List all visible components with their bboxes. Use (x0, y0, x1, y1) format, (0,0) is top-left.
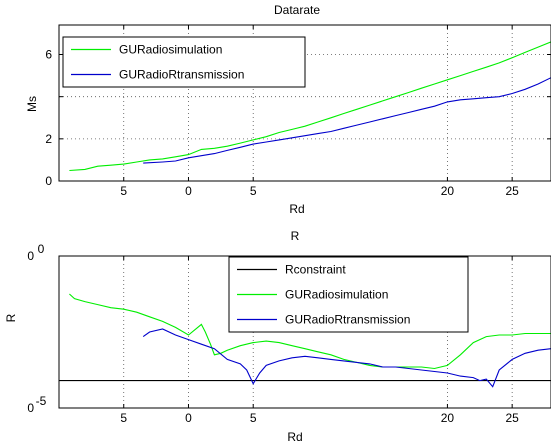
datarate-legend-label-guradiosimulation: GURadiosimulation (119, 43, 222, 57)
datarate-ytick-label: 2 (45, 132, 52, 146)
datarate-series (69, 41, 551, 172)
r-series-guradiortransmission (142, 328, 551, 388)
r-ylabel: R (4, 313, 18, 322)
r-xtick-label: 20 (441, 411, 455, 425)
datarate-xtick-label: 25 (505, 184, 519, 198)
datarate-axes-box (58, 24, 551, 182)
datarate-xtick-label: 5 (250, 184, 257, 198)
r-chart: R Rd R 5 0 5 20 250 00 -5 RconstraintGURadiosi… (4, 229, 551, 444)
datarate-xtick-label: 0 (185, 184, 192, 198)
r-legend-label-rconstraint: Rconstraint (285, 263, 346, 277)
datarate-chart: Datarate Rd Ms 5 0 5 20 25 0 2 6 GURadiosimulat… (25, 3, 551, 216)
r-title: R (291, 229, 300, 243)
r-ytick-exponent: -5 (36, 394, 47, 408)
r-xtick-label: 5 (250, 411, 257, 425)
datarate-ytick-label: 6 (45, 48, 52, 62)
r-xtick-label: 25 (505, 411, 519, 425)
datarate-legend-label-guradiortransmission: GURadioRtransmission (119, 68, 244, 82)
datarate-ytick-label: 0 (45, 174, 52, 188)
r-legend: Rconstraint GURadiosimulation GURadioRtran… (228, 256, 469, 333)
r-xtick-label: 0 (185, 411, 192, 425)
datarate-xlabel: Rd (289, 202, 304, 216)
r-ytick-label: 0 (27, 401, 34, 415)
datarate-legend: GURadiosimulation GURadioRtransmission (62, 36, 306, 88)
datarate-legend-box (62, 36, 306, 88)
r-ticks: 5 0 5 20 250 00 -5 (27, 242, 519, 425)
r-series-guradiosimulation (69, 293, 551, 370)
r-ytick-exponent: 0 (38, 242, 45, 256)
datarate-series-guradiosimulation (69, 41, 551, 172)
r-legend-label-guradiortransmission: GURadioRtransmission (285, 313, 410, 327)
r-ytick-label: 0 (27, 249, 34, 263)
r-xlabel: Rd (287, 430, 302, 444)
datarate-xtick-label: 5 (120, 184, 127, 198)
datarate-ylabel: Ms (25, 96, 39, 112)
datarate-title: Datarate (274, 3, 320, 17)
datarate-xtick-label: 20 (441, 184, 455, 198)
r-series (59, 293, 551, 388)
datarate-ticks: 5 0 5 20 25 0 2 6 (45, 25, 551, 198)
r-legend-label-guradiosimulation: GURadiosimulation (285, 288, 388, 302)
r-axes-box (58, 255, 551, 409)
datarate-series-guradiortransmission (143, 77, 551, 164)
r-xtick-label: 5 (120, 411, 127, 425)
